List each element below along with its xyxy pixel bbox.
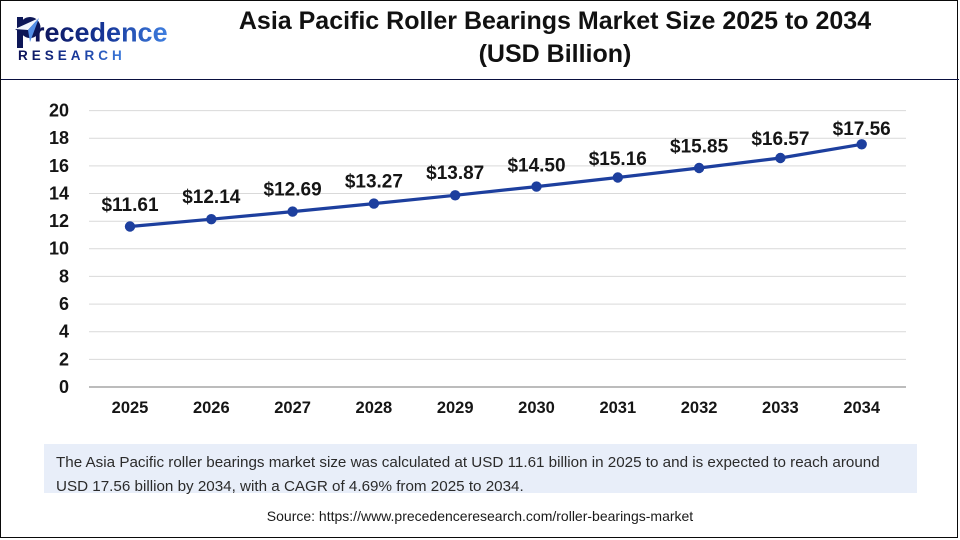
svg-text:18: 18 <box>49 128 69 148</box>
svg-text:recedence: recedence <box>34 18 168 48</box>
svg-text:$12.14: $12.14 <box>182 187 241 208</box>
svg-text:2030: 2030 <box>518 399 555 417</box>
svg-text:10: 10 <box>49 239 69 259</box>
svg-text:2: 2 <box>59 349 69 369</box>
svg-text:2031: 2031 <box>599 399 636 417</box>
svg-text:$13.87: $13.87 <box>426 163 484 184</box>
svg-text:2032: 2032 <box>681 399 718 417</box>
svg-text:0: 0 <box>59 377 69 397</box>
svg-text:8: 8 <box>59 266 69 286</box>
svg-text:$11.61: $11.61 <box>101 195 158 216</box>
svg-text:RESEARCH: RESEARCH <box>18 48 126 63</box>
svg-text:2028: 2028 <box>356 399 393 417</box>
svg-text:20: 20 <box>49 101 69 121</box>
svg-text:2027: 2027 <box>274 399 311 417</box>
svg-text:$15.85: $15.85 <box>670 137 729 158</box>
svg-text:16: 16 <box>49 156 69 176</box>
svg-text:$17.56: $17.56 <box>833 119 891 140</box>
svg-text:2025: 2025 <box>112 399 149 417</box>
svg-text:$15.16: $15.16 <box>589 149 647 170</box>
svg-text:6: 6 <box>59 294 69 314</box>
svg-text:2026: 2026 <box>193 399 230 417</box>
svg-text:$16.57: $16.57 <box>751 129 809 150</box>
svg-text:2034: 2034 <box>843 399 881 417</box>
svg-text:4: 4 <box>59 322 69 342</box>
svg-text:14: 14 <box>49 183 69 203</box>
svg-text:$14.50: $14.50 <box>507 156 565 177</box>
svg-text:2029: 2029 <box>437 399 474 417</box>
svg-text:12: 12 <box>49 211 69 231</box>
svg-text:$13.27: $13.27 <box>345 172 403 193</box>
svg-text:$12.69: $12.69 <box>264 180 322 201</box>
svg-text:2033: 2033 <box>762 399 799 417</box>
